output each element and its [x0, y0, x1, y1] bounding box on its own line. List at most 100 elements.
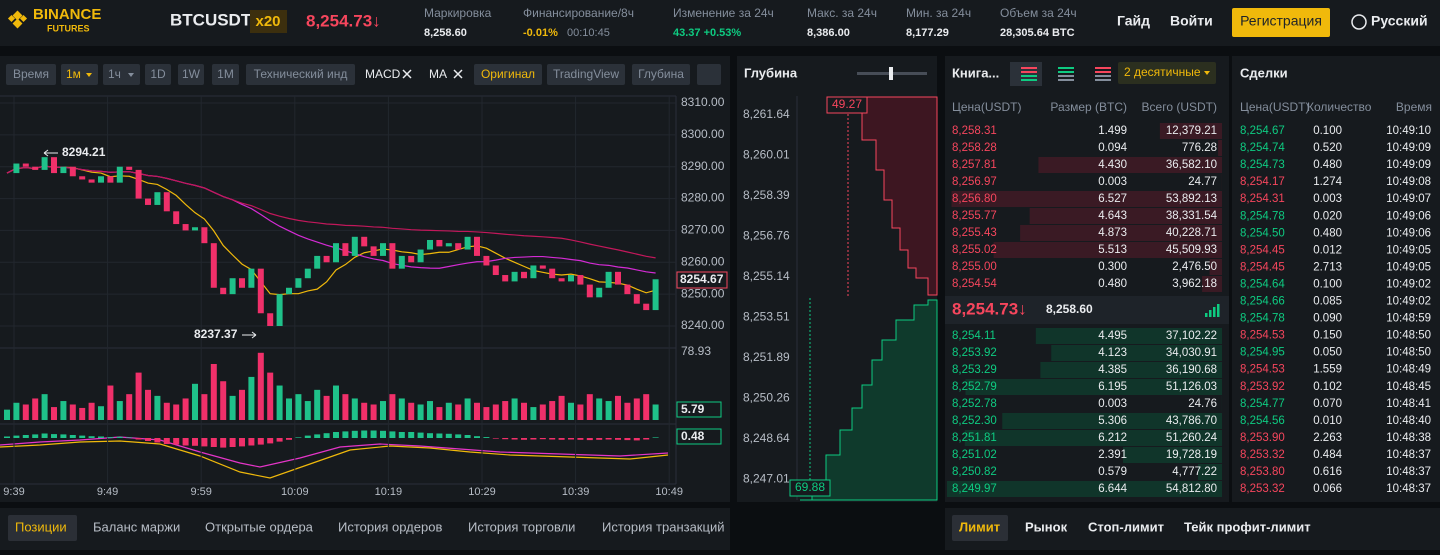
candle	[352, 237, 358, 256]
order-type[interactable]: Стоп-лимит	[1088, 519, 1164, 534]
volume-bar	[634, 398, 640, 420]
trade-time: 10:49:05	[1386, 244, 1431, 256]
view-icon[interactable]	[1058, 67, 1074, 69]
volume-bar	[201, 394, 207, 420]
book-cell: 36,582.10	[1166, 159, 1217, 171]
candle	[455, 243, 461, 249]
view-icon[interactable]	[1058, 75, 1074, 77]
tab[interactable]: История транзакций	[602, 519, 724, 534]
volume-bar	[493, 404, 499, 420]
order-type[interactable]: Лимит	[959, 519, 1000, 534]
toolbar-label[interactable]: Глубина	[638, 67, 684, 81]
low-annotation: 8237.37	[194, 327, 238, 341]
trade-qty: 0.070	[1313, 398, 1342, 410]
macd-bar	[399, 432, 405, 438]
book-cell: 8,252.78	[952, 398, 997, 410]
order-type[interactable]: Тейк профит-лимит	[1184, 519, 1311, 534]
nav-link[interactable]: Войти	[1170, 13, 1213, 29]
book-cell: 776.28	[1182, 142, 1217, 154]
toolbar-label[interactable]: 1W	[182, 67, 201, 81]
view-icon[interactable]	[1021, 79, 1037, 81]
candle	[643, 304, 649, 310]
tab[interactable]: Баланс маржи	[93, 519, 180, 534]
view-icon[interactable]	[1095, 79, 1111, 81]
toolbar-label[interactable]: Оригинал	[481, 67, 535, 81]
trade-qty: 0.520	[1313, 142, 1342, 154]
view-icon[interactable]	[1058, 79, 1074, 81]
slider-knob[interactable]	[889, 67, 893, 80]
view-icon[interactable]	[1058, 71, 1074, 73]
time-label: 9:59	[190, 486, 211, 498]
toolbar-label[interactable]: Технический инд	[254, 67, 348, 81]
candle	[295, 278, 301, 288]
tab[interactable]: Открытые ордера	[205, 519, 314, 534]
trade-qty: 0.102	[1313, 381, 1342, 393]
view-icon[interactable]	[1021, 67, 1037, 69]
macd-bar	[98, 437, 104, 439]
toolbar-label[interactable]: 1M	[217, 67, 234, 81]
macd-bar	[277, 438, 283, 442]
book-cell: 0.003	[1098, 398, 1127, 410]
trade-price: 8,253.92	[1240, 381, 1285, 393]
view-button[interactable]	[1010, 62, 1042, 86]
tab[interactable]: История ордеров	[338, 519, 442, 534]
macd-bar	[361, 431, 367, 439]
view-icon[interactable]	[1021, 75, 1037, 77]
trade-price: 8,254.31	[1240, 193, 1285, 205]
macd-bar	[145, 438, 151, 441]
expand-button[interactable]	[697, 64, 721, 85]
register-text[interactable]: Регистрация	[1240, 13, 1322, 29]
trade-price: 8,254.17	[1240, 176, 1285, 188]
volume-last: 5.79	[681, 402, 705, 416]
book-cell: 8,256.80	[952, 193, 997, 205]
candle	[23, 164, 29, 167]
volume-bar	[596, 398, 602, 420]
toolbar-label[interactable]: Время	[13, 67, 49, 81]
candle	[183, 224, 189, 230]
candle	[201, 227, 207, 243]
macd-bar	[380, 431, 386, 438]
language[interactable]: Русский	[1371, 13, 1428, 29]
book-cell: 8,257.81	[952, 159, 997, 171]
candle	[512, 272, 518, 282]
view-icon[interactable]	[1095, 71, 1111, 73]
tab[interactable]: Позиции	[15, 519, 67, 534]
volume-bar	[399, 398, 405, 420]
toolbar-label[interactable]: 1м	[66, 67, 81, 81]
volume-bar	[79, 408, 85, 420]
volume-bar	[643, 394, 649, 420]
book-cell: 8,253.92	[952, 347, 997, 359]
view-icon[interactable]	[1021, 71, 1037, 73]
view-icon[interactable]	[1095, 67, 1111, 69]
view-icon[interactable]	[1095, 75, 1111, 77]
candle	[164, 192, 170, 211]
candle	[239, 278, 245, 288]
book-cell: 8,249.97	[952, 483, 997, 495]
volume-bar	[587, 394, 593, 420]
time-label: 9:49	[97, 486, 118, 498]
macd-bar	[352, 431, 358, 438]
candle	[136, 170, 142, 199]
candle	[606, 272, 612, 288]
candle	[624, 285, 630, 295]
price-tick-label: 8290.00	[681, 159, 725, 173]
trade-qty: 0.090	[1313, 313, 1342, 325]
macd-bar	[512, 438, 518, 440]
toolbar-label[interactable]: TradingView	[553, 67, 619, 81]
toolbar-label[interactable]: MA	[429, 67, 447, 81]
candle	[361, 237, 367, 247]
candle	[173, 211, 179, 224]
trade-qty: 0.480	[1313, 159, 1342, 171]
toolbar-label[interactable]: 1ч	[108, 67, 121, 81]
nav-link[interactable]: Гайд	[1117, 13, 1150, 29]
depth-tick: 8,258.39	[743, 188, 790, 202]
toolbar-label[interactable]: MACD	[365, 67, 401, 81]
trade-time: 10:49:07	[1386, 193, 1431, 205]
book-header: Цена(USDT)	[952, 100, 1022, 114]
order-type[interactable]: Рынок	[1025, 519, 1068, 534]
book-cell: 53,892.13	[1166, 193, 1217, 205]
tab[interactable]: История торговли	[468, 519, 575, 534]
toolbar-label[interactable]: 1D	[150, 67, 166, 81]
decimals[interactable]: 2 десятичные	[1124, 65, 1201, 79]
book-cell: 4.643	[1098, 210, 1127, 222]
